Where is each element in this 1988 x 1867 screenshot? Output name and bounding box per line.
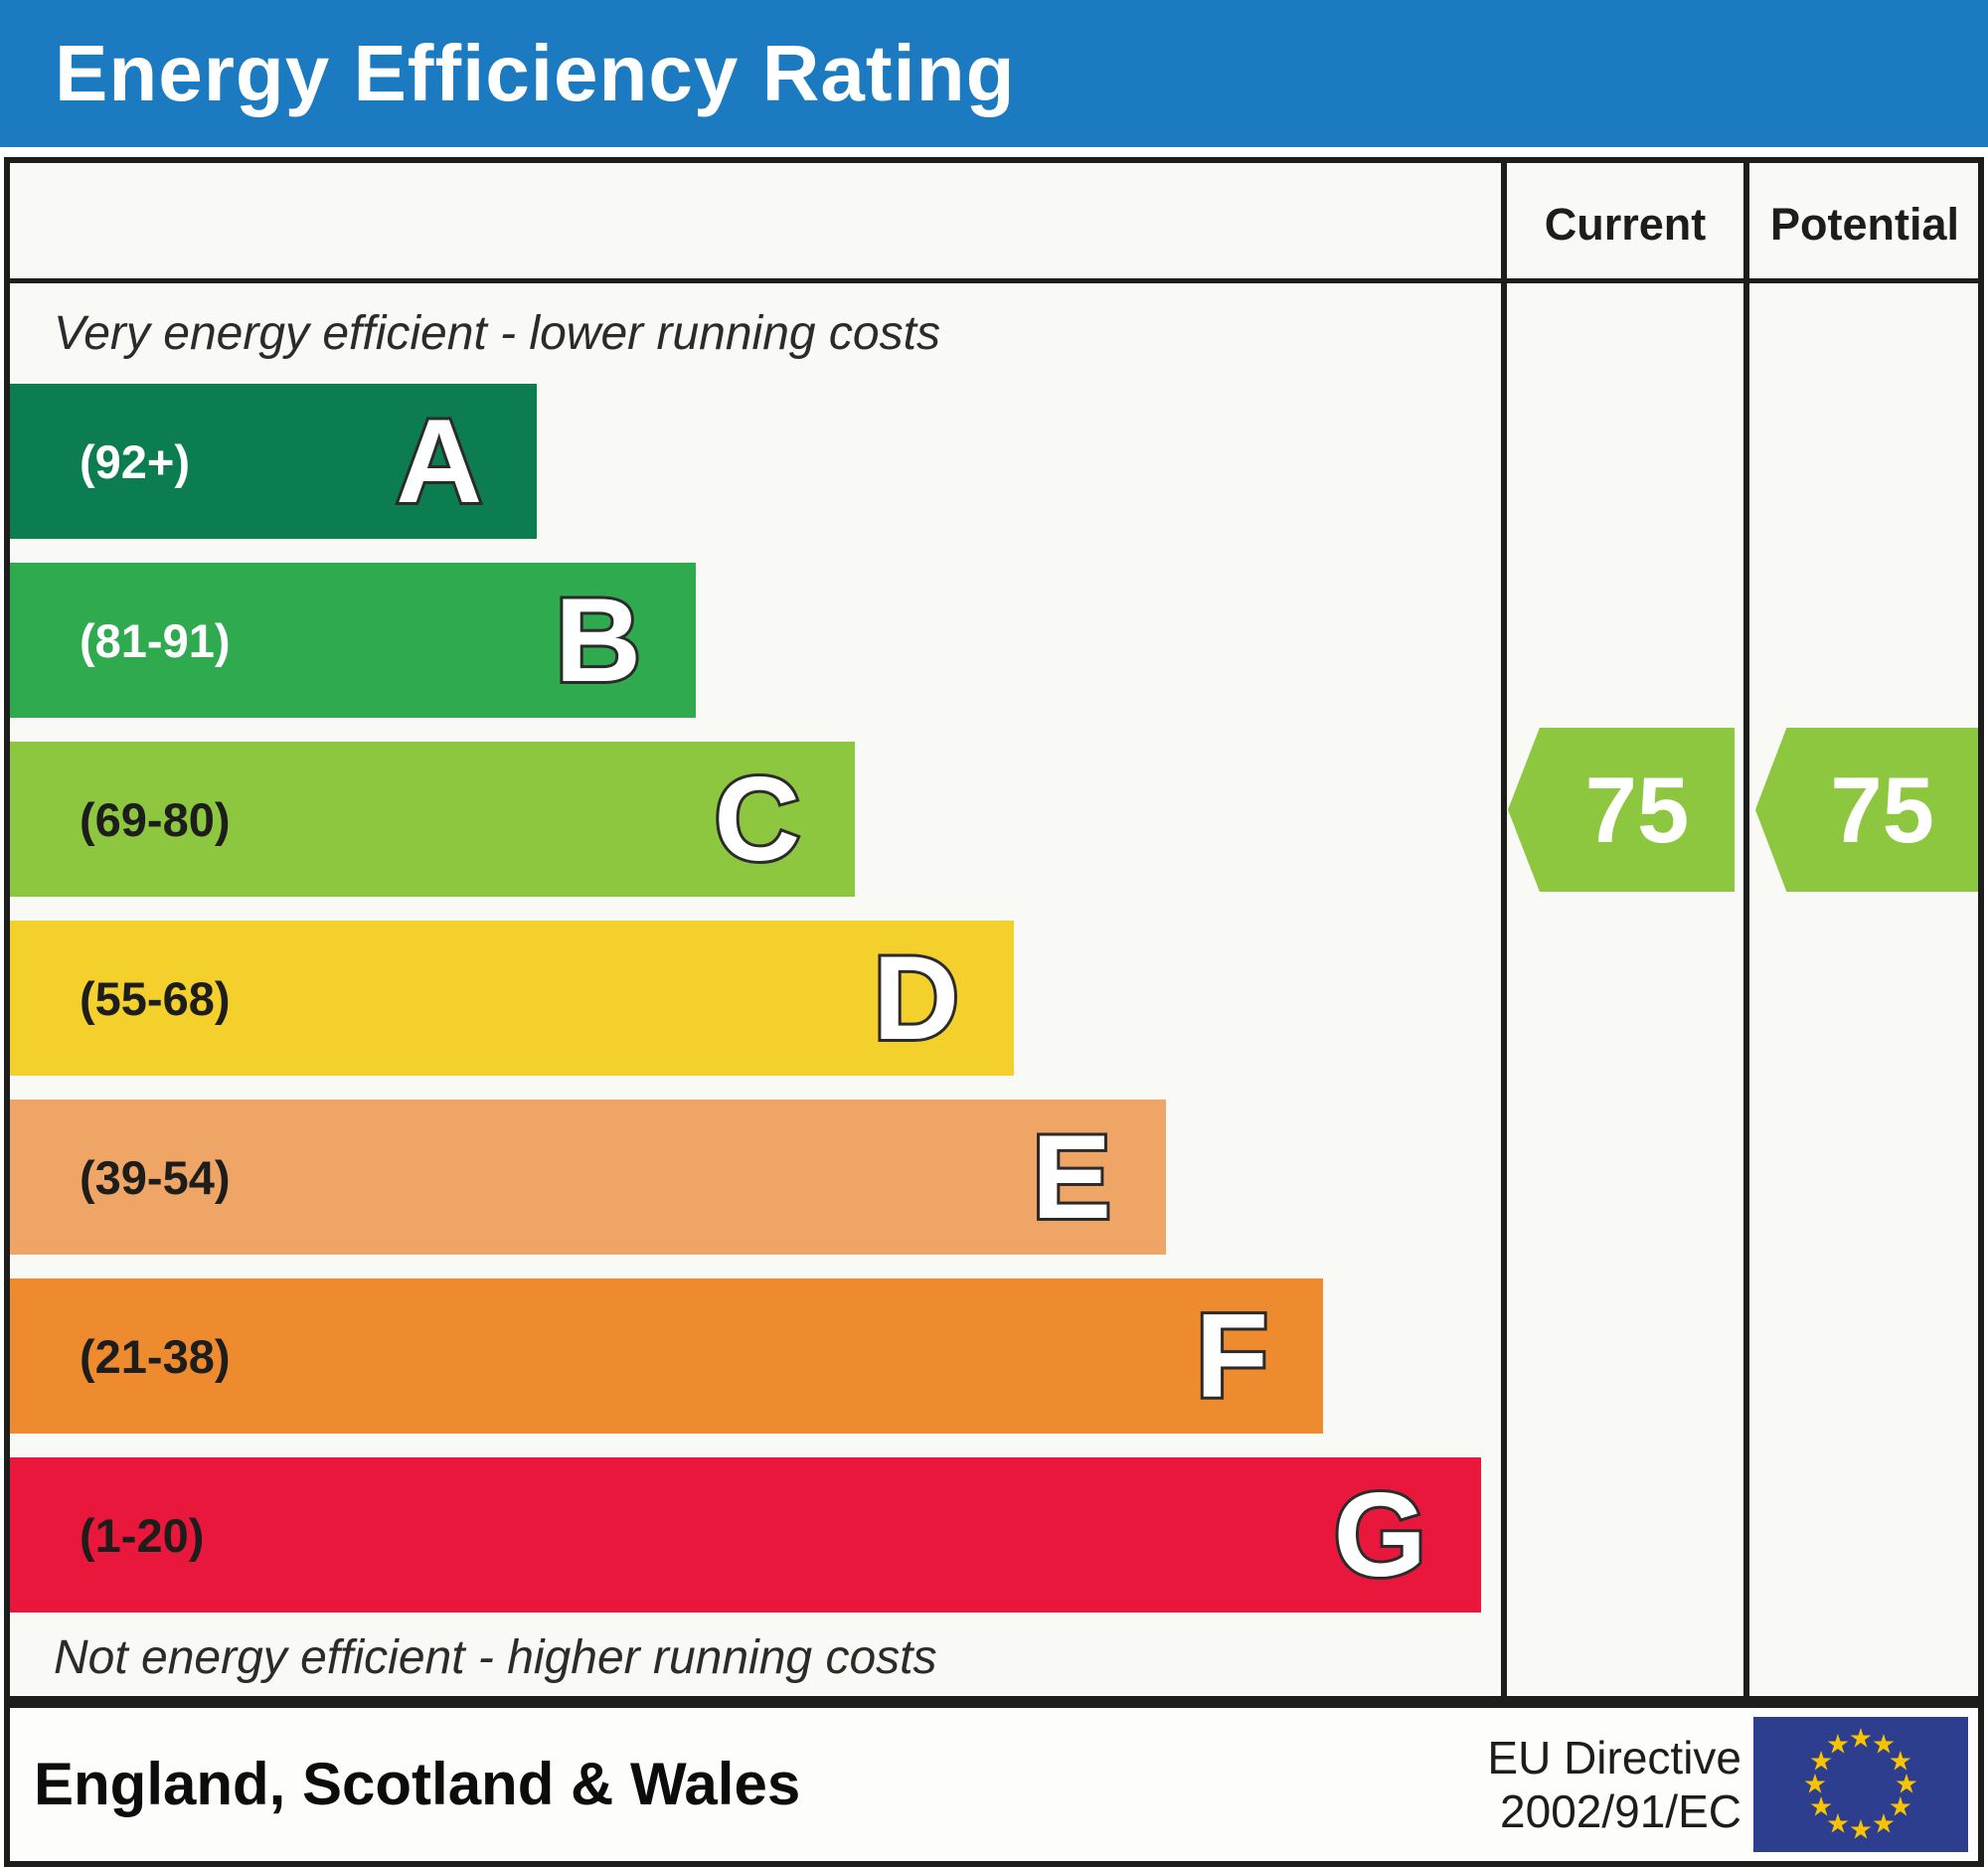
column-divider-current <box>1501 163 1507 1696</box>
band-range-label: (81-91) <box>80 613 231 667</box>
flag-star: ★ <box>1888 1746 1912 1777</box>
flag-star: ★ <box>1871 1729 1897 1760</box>
column-divider-potential <box>1743 163 1749 1696</box>
footer: England, Scotland & Wales EU Directive 2… <box>4 1702 1984 1867</box>
band-row-F: (21-38) F <box>10 1278 1323 1434</box>
band-range-label: (21-38) <box>80 1329 231 1383</box>
band-row-B: (81-91) B <box>10 563 696 718</box>
current-value: 75 <box>1584 757 1690 862</box>
band-letter: C <box>711 753 803 886</box>
eu-flag-icon: ★ ★ ★ ★ ★ ★ ★ ★ ★ ★ ★ ★ <box>1753 1717 1968 1852</box>
flag-star: ★ <box>1848 1723 1874 1754</box>
region-label: England, Scotland & Wales <box>34 1751 801 1817</box>
flag-star: ★ <box>1894 1769 1919 1799</box>
band-range-label: (69-80) <box>80 792 231 846</box>
eu-directive-line1: EU Directive <box>1487 1731 1741 1783</box>
band-row-D: (55-68) D <box>10 921 1014 1076</box>
band-letter: G <box>1331 1468 1429 1602</box>
band-row-A: (92+) A <box>10 384 537 539</box>
flag-star: ★ <box>1848 1814 1874 1845</box>
potential-column-header: Potential <box>1769 199 1960 250</box>
band-row-C: (69-80) C <box>10 742 855 897</box>
band-range-label: (55-68) <box>80 971 231 1025</box>
current-column-header: Current <box>1544 199 1707 250</box>
page-title: Energy Efficiency Rating <box>55 29 1016 117</box>
band-letter: F <box>1193 1289 1271 1423</box>
flag-star: ★ <box>1871 1808 1897 1839</box>
band-row-E: (39-54) E <box>10 1100 1166 1255</box>
band-letter: E <box>1029 1110 1114 1244</box>
top-caption: Very energy efficient - lower running co… <box>54 307 940 360</box>
flag-star: ★ <box>1888 1791 1912 1822</box>
header-divider <box>10 278 1978 283</box>
eu-directive-line2: 2002/91/EC <box>1500 1785 1741 1837</box>
band-range-label: (1-20) <box>80 1508 205 1562</box>
band-range-label: (39-54) <box>80 1150 231 1204</box>
potential-arrow: 75 <box>1755 728 1978 892</box>
rating-table: Current Potential Very energy efficient … <box>4 157 1984 1702</box>
band-row-G: (1-20) G <box>10 1457 1481 1612</box>
potential-value: 75 <box>1830 757 1934 862</box>
flag-star: ★ <box>1809 1746 1834 1777</box>
band-range-label: (92+) <box>80 434 191 488</box>
flag-star: ★ <box>1825 1808 1851 1839</box>
band-letter: A <box>393 395 485 528</box>
bottom-caption: Not energy efficient - higher running co… <box>54 1631 937 1684</box>
band-letter: B <box>552 574 644 707</box>
band-letter: D <box>870 932 962 1065</box>
flag-star: ★ <box>1809 1791 1834 1822</box>
flag-star: ★ <box>1825 1729 1851 1760</box>
flag-star: ★ <box>1802 1769 1828 1799</box>
current-arrow: 75 <box>1508 728 1735 892</box>
eu-directive: EU Directive 2002/91/EC <box>1487 1708 1741 1861</box>
title-bar: Energy Efficiency Rating <box>0 0 1988 147</box>
